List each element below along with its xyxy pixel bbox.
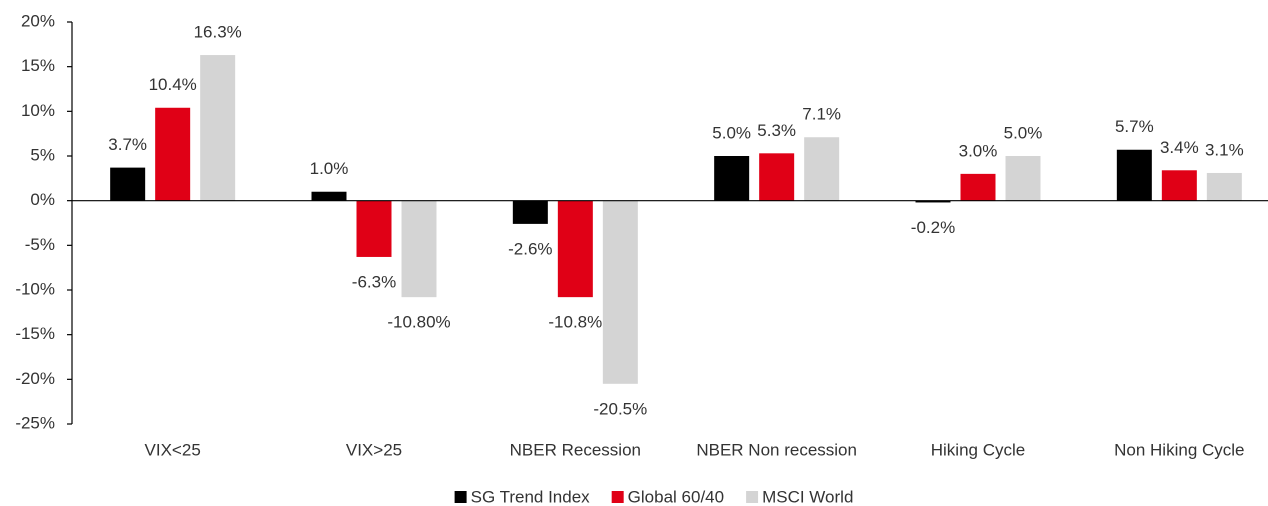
bar [960, 173, 996, 201]
bar [804, 137, 840, 201]
x-tick-label: NBER Non recession [696, 440, 857, 459]
data-label: -2.6% [508, 239, 552, 258]
data-label: 3.0% [959, 141, 998, 160]
data-label: -10.80% [387, 313, 450, 332]
legend-item: SG Trend Index [454, 487, 591, 506]
y-tick-label: 20% [21, 11, 55, 30]
data-label: -10.8% [548, 313, 602, 332]
data-label: 7.1% [802, 105, 841, 124]
bar [602, 200, 638, 384]
bar [200, 55, 236, 201]
bar [759, 153, 795, 201]
y-tick-label: 15% [21, 56, 55, 75]
data-label: 5.3% [757, 121, 796, 140]
bar [1005, 156, 1041, 201]
y-tick-label: 0% [30, 190, 55, 209]
bar [401, 200, 437, 298]
x-tick-label: Hiking Cycle [931, 440, 1025, 459]
data-label: -6.3% [352, 272, 396, 291]
bar [1161, 170, 1197, 201]
legend-label: MSCI World [762, 487, 853, 506]
legend-label: SG Trend Index [471, 487, 591, 506]
y-tick-label: -5% [25, 235, 55, 254]
bar [311, 191, 347, 201]
legend-item: MSCI World [746, 487, 853, 506]
data-label: 16.3% [194, 23, 242, 42]
y-tick-label: -25% [15, 413, 55, 432]
y-tick-label: 10% [21, 101, 55, 120]
legend-swatch [746, 491, 759, 503]
y-tick-label: 5% [30, 145, 55, 164]
data-label: 10.4% [149, 75, 197, 94]
data-label: 5.0% [1004, 123, 1043, 142]
legend-swatch [454, 491, 467, 503]
bar [714, 156, 750, 201]
data-label: 5.7% [1115, 117, 1154, 136]
x-tick-label: NBER Recession [510, 440, 641, 459]
bar [356, 200, 392, 257]
legend-swatch [611, 491, 624, 503]
bar [915, 200, 951, 203]
y-tick-label: -20% [15, 369, 55, 388]
x-tick-label: VIX>25 [346, 440, 402, 459]
bar [1116, 149, 1152, 201]
x-tick-label: Non Hiking Cycle [1114, 440, 1244, 459]
bar [110, 167, 146, 201]
data-label: -0.2% [911, 218, 955, 237]
bar [1206, 172, 1242, 201]
bar [155, 107, 191, 201]
legend-item: Global 60/40 [611, 487, 724, 506]
y-tick-label: -10% [15, 279, 55, 298]
data-label: 5.0% [712, 123, 751, 142]
bar [557, 200, 593, 298]
data-label: -20.5% [593, 399, 647, 418]
data-label: 3.4% [1160, 138, 1199, 157]
data-label: 3.1% [1205, 140, 1244, 159]
data-label: 3.7% [108, 135, 147, 154]
legend-label: Global 60/40 [628, 487, 724, 506]
legend: SG Trend Index Global 60/40 MSCI World [454, 487, 853, 506]
data-label: 1.0% [310, 159, 349, 178]
bar [512, 200, 548, 224]
y-tick-label: -15% [15, 324, 55, 343]
x-tick-label: VIX<25 [145, 440, 201, 459]
